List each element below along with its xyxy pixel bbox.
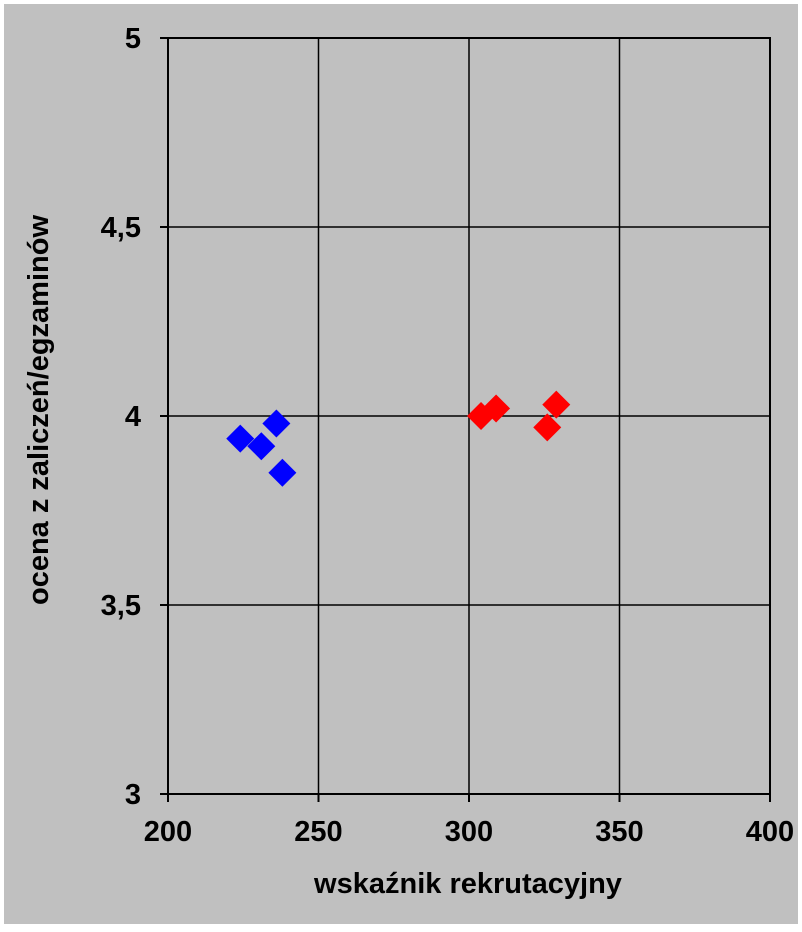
x-axis-title: wskaźnik rekrutacyjny xyxy=(313,868,622,900)
data-point-marker xyxy=(268,458,297,487)
x-tick-label: 300 xyxy=(445,816,493,848)
y-axis-title: ocena z zaliczeń/egzaminów xyxy=(23,215,55,605)
data-point-marker xyxy=(262,409,291,438)
data-point-marker xyxy=(247,432,276,461)
data-point-marker xyxy=(482,394,511,423)
data-points xyxy=(226,390,571,487)
data-point-marker xyxy=(542,390,571,419)
axis-ticks xyxy=(160,37,771,802)
x-tick-label: 350 xyxy=(595,816,643,848)
x-axis-tick-labels: 200 250 300 350 400 xyxy=(144,816,794,848)
y-axis-tick-labels: 3 3,5 4 4,5 5 xyxy=(101,23,141,811)
x-tick-label: 200 xyxy=(144,816,192,848)
y-tick-label: 3 xyxy=(125,779,141,811)
y-tick-label: 4 xyxy=(125,401,141,433)
x-tick-label: 250 xyxy=(294,816,342,848)
data-point-marker xyxy=(226,424,255,453)
data-point-marker xyxy=(533,413,562,442)
y-tick-label: 5 xyxy=(125,23,141,55)
y-tick-label: 4,5 xyxy=(101,212,141,244)
x-tick-label: 400 xyxy=(746,816,794,848)
y-tick-label: 3,5 xyxy=(101,590,141,622)
